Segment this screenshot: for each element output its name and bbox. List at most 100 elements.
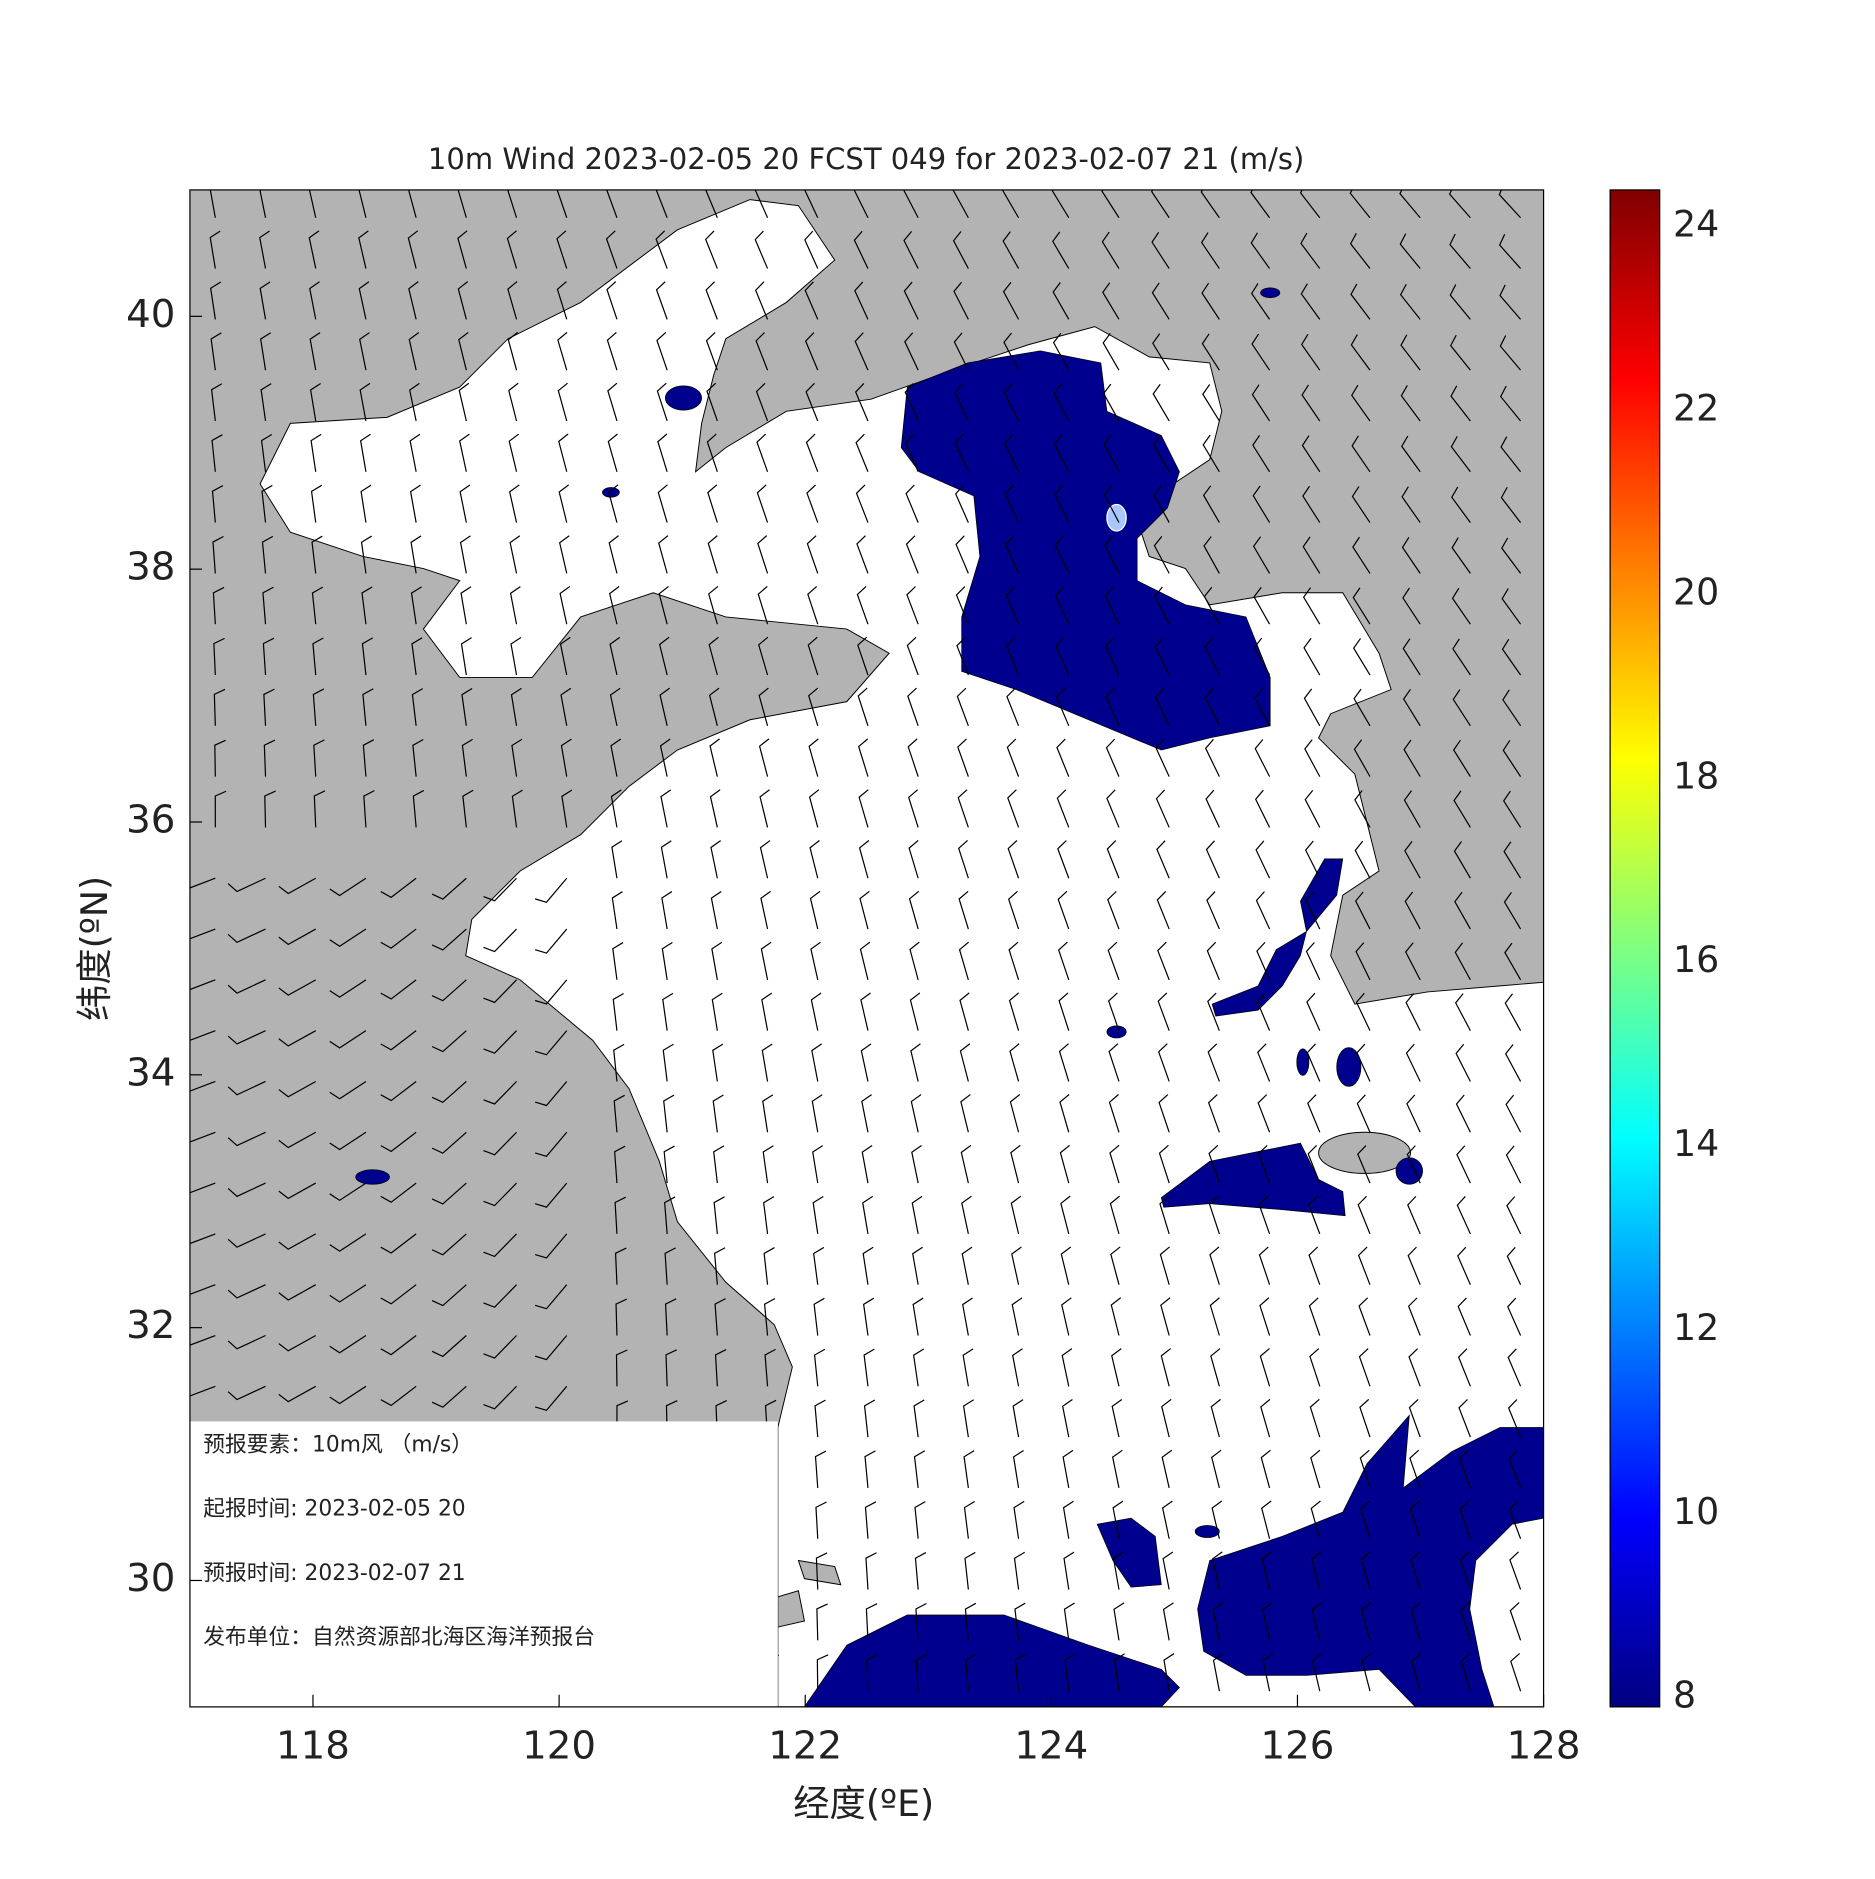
wind-barb [866, 1654, 878, 1692]
wind-barb [1206, 941, 1220, 981]
wind-barb [862, 1246, 874, 1285]
wind-barb [1504, 993, 1522, 1031]
wind-barb [902, 189, 919, 219]
wind-barb [409, 484, 421, 523]
wind-barb [1200, 189, 1220, 219]
wind-barb [1104, 637, 1120, 676]
wind-barb [1063, 1551, 1075, 1590]
wind-barb [611, 840, 623, 879]
wind-barb [1309, 1398, 1321, 1438]
wind-barb [1011, 1246, 1022, 1285]
wind-barb [1507, 1348, 1522, 1387]
wind-barb [459, 535, 471, 574]
wind-barb [561, 789, 573, 828]
wind-barb [914, 1552, 927, 1590]
wind-barb [310, 433, 322, 472]
wind-barb [431, 1030, 467, 1053]
wind-barb [1260, 1398, 1271, 1438]
wind-barb [1358, 1297, 1371, 1336]
wind-barb [858, 840, 870, 879]
wind-barb [1254, 789, 1271, 828]
wind-barb [810, 941, 821, 980]
wind-barb [761, 992, 773, 1031]
wind-barb [1300, 283, 1321, 320]
wind-barb [908, 890, 920, 930]
wind-barb [1063, 1602, 1075, 1641]
wind-barb [661, 941, 673, 980]
wind-barb [1154, 688, 1170, 727]
wind-barb [189, 1080, 216, 1092]
wind-barb [1212, 1602, 1224, 1641]
wind-barb [1104, 535, 1120, 574]
wind-barb [1204, 738, 1220, 777]
wind-barb [457, 189, 467, 218]
wind-barb [1060, 1246, 1072, 1285]
wind-barb [483, 877, 517, 902]
wind-barb [1158, 1144, 1170, 1184]
wind-barb [360, 535, 372, 574]
wind-barb [1403, 790, 1421, 828]
wind-barb [906, 636, 919, 676]
wind-barb [1299, 189, 1321, 219]
wind-barb [612, 942, 624, 980]
x-tick-label: 120 [522, 1724, 596, 1769]
wind-barb [1355, 942, 1371, 981]
wind-barb [560, 738, 572, 777]
wind-barb [757, 535, 769, 574]
wind-barb [1157, 992, 1170, 1031]
wind-barb [956, 687, 969, 727]
wind-barb [278, 979, 317, 996]
wind-barb [608, 484, 619, 523]
wind-barb [557, 331, 568, 371]
wind-barb [1159, 1195, 1170, 1235]
wind-barb [1311, 1602, 1322, 1641]
wind-barb [712, 1094, 724, 1133]
wind-barb [1457, 1297, 1471, 1336]
wind-barb [431, 1385, 467, 1408]
colorbar-tick-label: 22 [1673, 387, 1719, 430]
wind-barb [1310, 1500, 1321, 1539]
wind-barb [1014, 1602, 1026, 1641]
wind-barb [1399, 283, 1421, 320]
wind-barb [813, 1246, 825, 1285]
wind-barb [909, 941, 920, 981]
wind-barb [1253, 587, 1271, 625]
colorbar-tick-label: 20 [1673, 570, 1719, 613]
wind-barb [380, 928, 417, 949]
wind-barb [1457, 1348, 1471, 1387]
wind-barb [1152, 434, 1170, 473]
wind-barb [759, 840, 771, 879]
wind-barb [509, 586, 521, 625]
wind-barb [1157, 1043, 1170, 1082]
wind-barb [1102, 383, 1120, 422]
wind-barb [412, 739, 424, 777]
wind-barb [657, 433, 668, 472]
wind-barb [608, 535, 619, 574]
wind-barb [1308, 1297, 1321, 1336]
wind-barb [664, 1298, 677, 1336]
wind-barb [962, 1348, 974, 1387]
wind-barb [362, 688, 374, 726]
wind-barb [210, 332, 222, 371]
wind-barb [1002, 189, 1020, 219]
x-tick-label: 128 [1507, 1724, 1581, 1769]
wind-barb [1006, 738, 1020, 777]
wind-barb [860, 1043, 872, 1082]
wind-barb [1505, 1094, 1522, 1133]
wind-barb [711, 941, 723, 980]
wind-barb [359, 332, 370, 371]
wind-barb [1101, 231, 1120, 269]
wind-barb [1505, 1145, 1522, 1184]
wind-barb [762, 1094, 774, 1133]
wind-barb [1156, 840, 1170, 879]
wind-barb [714, 1298, 726, 1336]
wind-barb [1258, 1246, 1271, 1285]
wind-barb [1251, 333, 1271, 371]
wind-barb [1012, 1449, 1024, 1489]
wind-barb [534, 1030, 568, 1056]
wind-barb [665, 1349, 677, 1387]
wind-barb [1250, 232, 1271, 269]
wind-barb [1510, 1652, 1522, 1692]
wind-barb [755, 332, 769, 371]
wind-barb [1105, 687, 1120, 727]
